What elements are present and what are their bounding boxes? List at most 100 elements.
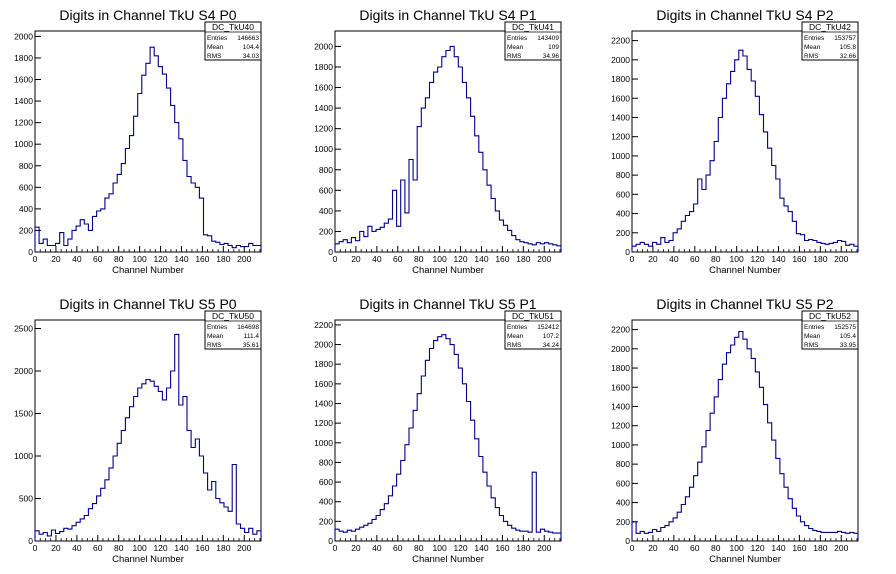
stats-name: DC_TkU51	[512, 311, 554, 321]
y-tick-label: 1600	[314, 83, 333, 93]
y-tick-label: 200	[19, 225, 33, 235]
histogram-panel-0: Digits in Channel TkU S4 P0 0 20 40 60 80 100 1…	[14, 7, 262, 276]
histogram-series	[334, 45, 562, 252]
stats-name: DC_TkU42	[809, 22, 851, 32]
y-tick-label: 200	[616, 228, 630, 238]
y-tick-label: 200	[319, 516, 333, 526]
x-tick-label: 140	[174, 543, 188, 553]
stats-label: Entries	[804, 35, 825, 42]
stats-value-entries: 152575	[834, 324, 856, 331]
stats-value-rms: 35.61	[243, 342, 260, 349]
y-tick-label: 800	[616, 170, 630, 180]
x-tick-label: 0	[630, 543, 635, 553]
stats-label: RMS	[207, 342, 222, 349]
x-tick-label: 140	[771, 543, 785, 553]
stats-box-frame	[801, 21, 859, 61]
stats-value-mean: 107.2	[543, 333, 560, 340]
y-tick-label: 2000	[611, 55, 630, 65]
panel-title: Digits in Channel TkU S4 P1	[359, 7, 536, 23]
y-tick-label: 1800	[611, 363, 630, 373]
histogram-panel-1: Digits in Channel TkU S4 P1 0 20 40 60 80 100 1…	[314, 7, 562, 276]
x-axis-label: Channel Number	[412, 554, 484, 565]
y-tick-label: 400	[319, 497, 333, 507]
plot-frame	[631, 30, 859, 253]
stats-value-rms: 34.96	[543, 53, 560, 60]
x-tick-label: 100	[433, 543, 447, 553]
x-tick-label: 80	[114, 254, 124, 264]
panel-title: Digits in Channel TkU S5 P1	[359, 296, 536, 312]
y-tick-label: 600	[616, 478, 630, 488]
plot-frame	[334, 319, 562, 542]
y-tick-label: 800	[19, 161, 33, 171]
y-tick-label: 1400	[611, 112, 630, 122]
y-tick-label: 500	[19, 494, 33, 504]
stats-box-frame	[204, 21, 262, 61]
y-tick-label: 2500	[14, 324, 33, 334]
stats-value-rms: 34.24	[543, 342, 560, 349]
stats-label: Mean	[507, 44, 524, 51]
plot-frame	[34, 30, 262, 253]
stats-box: DC_TkU40 Entries 146663 Mean 104.4 RMS 34.03	[204, 21, 262, 61]
stats-label: RMS	[507, 53, 522, 60]
y-tick-label: 2200	[611, 36, 630, 46]
stats-box: DC_TkU50 Entries 164698 Mean 111.4 RMS 35.61	[204, 310, 262, 350]
stats-name: DC_TkU40	[212, 22, 254, 32]
y-tick-label: 600	[319, 477, 333, 487]
y-tick-label: 400	[616, 498, 630, 508]
y-tick-label: 0	[28, 536, 33, 546]
histogram-series	[34, 46, 262, 252]
y-tick-label: 2000	[14, 366, 33, 376]
x-tick-label: 160	[792, 254, 806, 264]
y-tick-label: 1600	[611, 93, 630, 103]
x-tick-label: 200	[834, 254, 848, 264]
stats-label: Mean	[207, 44, 224, 51]
y-tick-label: 1000	[314, 438, 333, 448]
y-tick-label: 0	[328, 247, 333, 257]
y-tick-label: 1800	[314, 359, 333, 369]
y-tick-label: 0	[625, 536, 630, 546]
y-tick-label: 1500	[14, 409, 33, 419]
x-tick-label: 20	[648, 543, 658, 553]
x-tick-label: 100	[730, 543, 744, 553]
y-tick-label: 2000	[611, 344, 630, 354]
y-tick-label: 0	[28, 247, 33, 257]
x-tick-label: 40	[72, 543, 82, 553]
x-tick-label: 180	[216, 543, 230, 553]
x-tick-label: 200	[537, 254, 551, 264]
stats-label: Entries	[804, 324, 825, 331]
x-tick-label: 60	[690, 543, 700, 553]
stats-box: DC_TkU41 Entries 143409 Mean 109 RMS 34.96	[504, 21, 562, 61]
y-tick-label: 1200	[611, 132, 630, 142]
y-tick-label: 1400	[14, 96, 33, 106]
y-tick-label: 1200	[14, 118, 33, 128]
y-tick-label: 400	[319, 206, 333, 216]
stats-label: Entries	[507, 35, 528, 42]
histogram-panel-4: Digits in Channel TkU S5 P1 0 20 40 60 80 100 1…	[314, 296, 562, 565]
x-tick-label: 120	[453, 254, 467, 264]
x-tick-label: 40	[669, 254, 679, 264]
y-tick-label: 600	[616, 189, 630, 199]
x-tick-label: 200	[834, 543, 848, 553]
x-tick-label: 40	[372, 543, 382, 553]
stats-value-entries: 146663	[237, 35, 259, 42]
stats-box-frame	[504, 310, 562, 350]
stats-box: DC_TkU42 Entries 153757 Mean 105.8 RMS 32.66	[801, 21, 859, 61]
stats-value-rms: 32.66	[840, 53, 857, 60]
y-tick-label: 1000	[611, 440, 630, 450]
x-tick-label: 20	[51, 543, 61, 553]
y-tick-label: 1200	[314, 124, 333, 134]
x-tick-label: 0	[33, 254, 38, 264]
x-axis-label: Channel Number	[709, 265, 781, 276]
x-tick-label: 140	[771, 254, 785, 264]
y-tick-label: 0	[625, 247, 630, 257]
histogram-panel-5: Digits in Channel TkU S5 P2 0 20 40 60 80 100 1…	[611, 296, 859, 565]
x-tick-label: 100	[133, 254, 147, 264]
x-tick-label: 80	[114, 543, 124, 553]
stats-label: Mean	[507, 333, 524, 340]
stats-box-frame	[801, 310, 859, 350]
stats-value-mean: 105.4	[840, 333, 857, 340]
plot-frame	[334, 30, 562, 253]
x-tick-label: 180	[516, 543, 530, 553]
y-tick-label: 600	[19, 182, 33, 192]
x-tick-label: 120	[750, 254, 764, 264]
